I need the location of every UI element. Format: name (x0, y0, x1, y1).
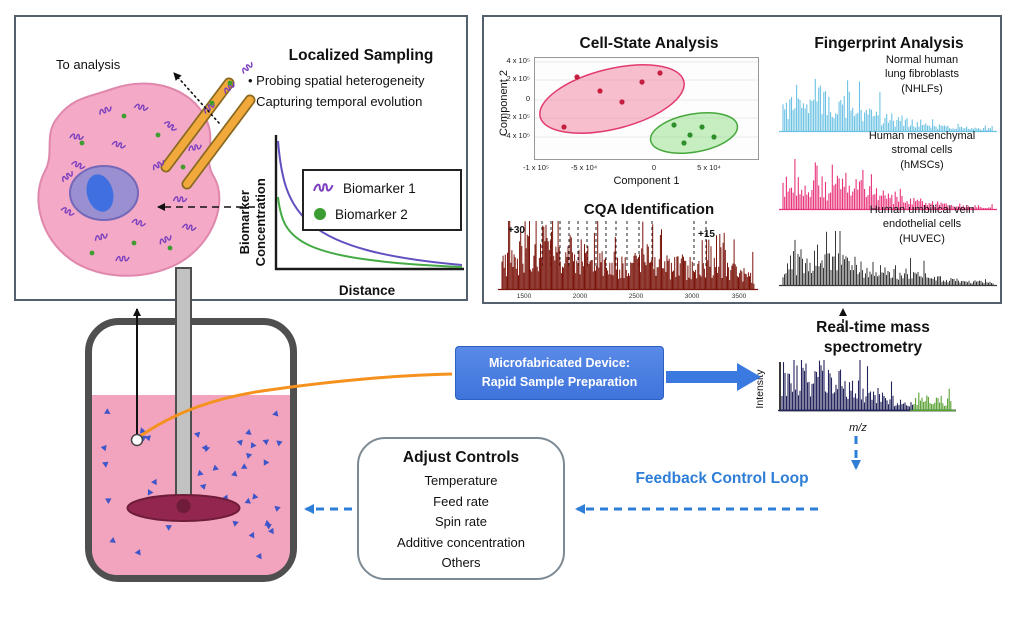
cqa-x-tick: 2500 (628, 293, 644, 300)
bullet-spatial: • Probing spatial heterogeneity (248, 73, 425, 88)
y-tick: 2 x 10⁵ (506, 74, 530, 83)
cell-state-title: Cell-State Analysis (579, 35, 719, 52)
y-tick: -2 x 10⁵ (503, 112, 530, 121)
y-tick: -4 x 10⁵ (503, 131, 530, 140)
biomarker-legend: Biomarker 1 Biomarker 2 (302, 169, 462, 231)
huvec-spectrum (779, 231, 997, 287)
biomarker1-icon (313, 183, 334, 192)
microfabricated-device-box: Microfabricated Device: Rapid Sample Pre… (455, 346, 664, 400)
cqa-title: CQA Identification (583, 201, 715, 218)
bioreactor-vessel (85, 318, 297, 582)
culture-liquid (92, 395, 290, 575)
hmsc-label: Human mesenchymal stromal cells (hMSCs) (868, 130, 976, 171)
x-tick: 5 x 10⁴ (697, 163, 721, 172)
distance-xlabel: Distance (338, 283, 396, 298)
to-analysis-label: To analysis (56, 57, 121, 72)
intensity-ylabel: Intensity (754, 369, 766, 409)
cqa-x-tick: 3500 (731, 293, 747, 300)
control-item: Temperature (424, 473, 498, 488)
cell-illustration (37, 60, 256, 277)
cqa-x-tick: 3000 (684, 293, 700, 300)
device-to-ms-arrow (666, 363, 761, 391)
mass-spectrum-chart (778, 360, 956, 412)
nhlf-label: Normal human lung fibroblasts (NHLFs) (885, 54, 959, 95)
fingerprint-title: Fingerprint Analysis (814, 35, 964, 52)
cell-state-scatter (534, 57, 759, 160)
control-item: Feed rate (433, 493, 489, 509)
control-item: Others (441, 555, 481, 571)
huvec-label: Human umbilical vein endothelial cells (… (869, 204, 975, 245)
x-tick: -1 x 10⁵ (522, 163, 550, 172)
charge-state-label-left: +30 (508, 225, 525, 236)
feedback-loop-label: Feedback Control Loop (635, 470, 809, 487)
biomarker2-icon (314, 208, 326, 220)
red-data-points (561, 70, 663, 130)
nhlf-spectrum (779, 79, 997, 133)
legend-biomarker1: Biomarker 1 (343, 180, 416, 196)
cell-particles (100, 408, 283, 560)
mz-xlabel: m/z (849, 422, 867, 434)
bullet-temporal: • Capturing temporal evolution (248, 93, 423, 109)
legend-biomarker2: Biomarker 2 (335, 206, 408, 222)
control-item: Spin rate (434, 514, 488, 530)
cqa-x-tick: 1500 (516, 293, 532, 300)
control-item: Additive concentration (397, 534, 525, 550)
x-tick: 0 (651, 163, 657, 172)
adjust-controls-box: Adjust Controls Temperature Feed rate Sp… (357, 437, 565, 580)
adjust-controls-title: Adjust Controls (402, 449, 520, 466)
cell-nucleolus (86, 174, 114, 212)
cluster-ellipse-green (649, 112, 739, 154)
y-tick: 0 (525, 94, 530, 103)
x-tick: -5 x 10⁴ (570, 163, 598, 172)
hmsc-spectrum (779, 159, 997, 211)
mass-spec-title: Real-time mass spectrometry (816, 319, 930, 357)
green-data-points (671, 122, 717, 146)
localized-sampling-panel: To analysis Localized Sampling • Probing… (14, 15, 468, 301)
localized-sampling-title: Localized Sampling (288, 47, 434, 64)
charge-state-label-right: +15 (698, 229, 715, 240)
cqa-spectrum (498, 221, 758, 291)
cluster-ellipse-pink (539, 64, 685, 134)
analysis-panel: Cell-State Analysis Component 2 4 x 10⁵ … (482, 15, 1002, 304)
biomarker2-curve (277, 196, 463, 268)
y-tick: 4 x 10⁵ (506, 56, 530, 65)
component1-xlabel: Component 1 (613, 175, 680, 187)
cqa-x-tick: 2000 (572, 293, 588, 300)
